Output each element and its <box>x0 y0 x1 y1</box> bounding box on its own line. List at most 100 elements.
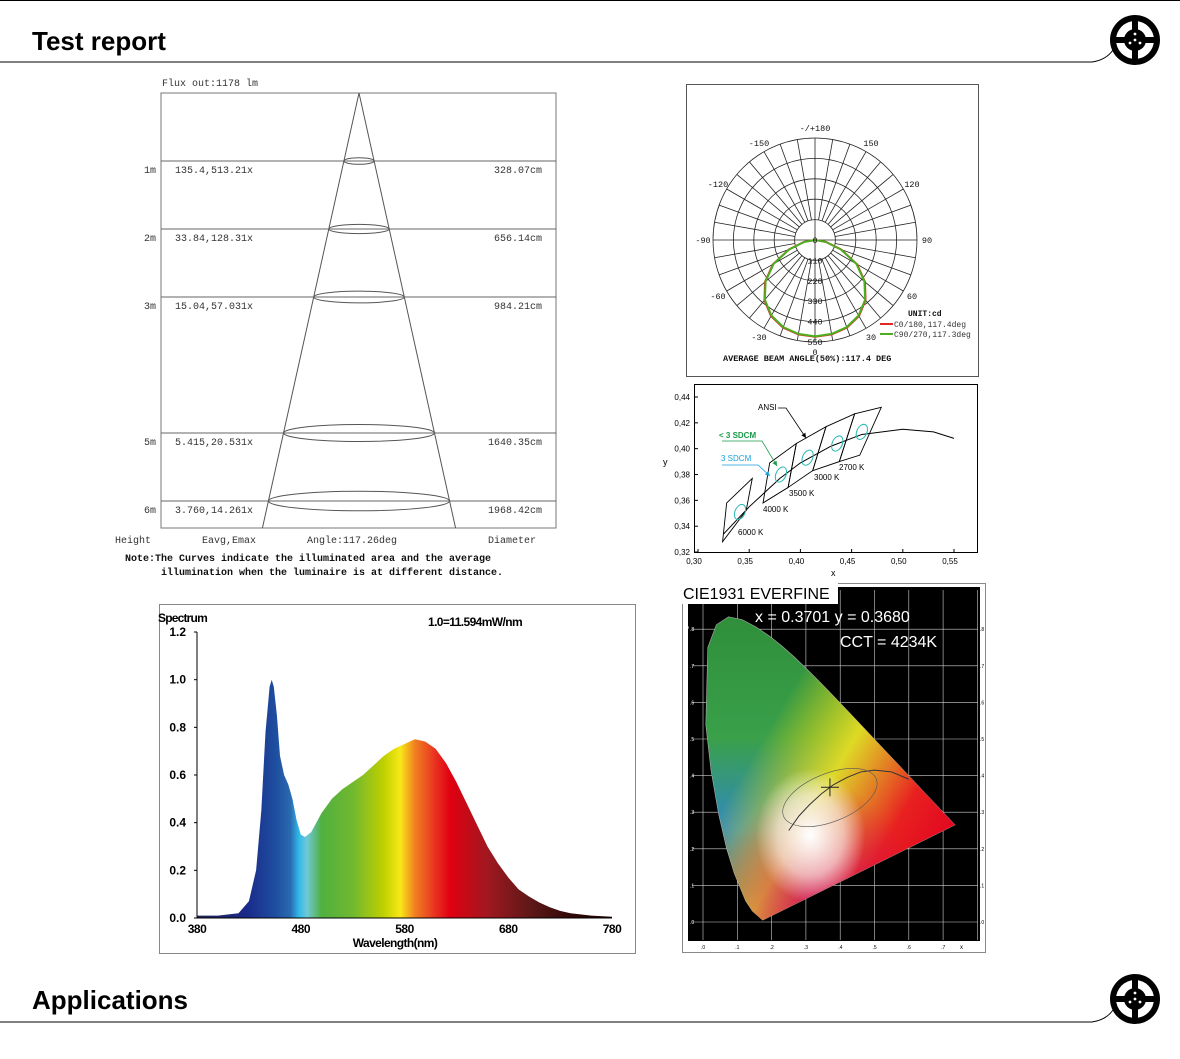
x-tick-label: 580 <box>395 922 414 936</box>
height-label: 2m <box>144 234 156 245</box>
cie-y-tick-label-right: .0 <box>980 920 984 926</box>
polar-angle-label: -150 <box>749 139 769 149</box>
beam-ellipse <box>313 290 405 304</box>
cct-readout: CCT = 4234K <box>840 634 937 651</box>
polar-spoke <box>779 259 809 336</box>
polar-spoke <box>818 260 834 341</box>
section-title-applications: Applications <box>32 985 189 1015</box>
x-tick-label: 780 <box>603 922 622 936</box>
wavelength-axis-title: Wavelength(nm) <box>353 936 438 950</box>
beam-angle-diagram: Flux out:1178 lm 1m 135.4,513.21x 328.07cm… <box>115 78 557 579</box>
y-tick-label: 0.0 <box>169 911 186 925</box>
reel-hole <box>1133 38 1137 42</box>
polar-ring-label: 440 <box>807 318 822 328</box>
section-title-test-report: Test report <box>32 26 166 56</box>
polar-ring-label: 110 <box>807 256 822 266</box>
polar-spoke <box>824 151 867 223</box>
cie-x-tick-label: .5 <box>873 945 877 951</box>
lt-3-sdcm-annotation: < 3 SDCM <box>719 431 756 440</box>
polar-ring-label: 330 <box>807 297 822 307</box>
height-column-label: Height <box>115 535 151 547</box>
reel-hole <box>1133 991 1137 995</box>
polar-angle-label: 0 <box>812 348 817 358</box>
reel-hole <box>1138 41 1142 45</box>
polar-angle-label: -90 <box>695 236 710 246</box>
cie-y-tick-label-right: .2 <box>980 847 984 853</box>
cie-y-tick-label: .2 <box>690 847 694 853</box>
diameter-column-label: Diameter <box>488 535 536 547</box>
cct-bin-label: 3500 K <box>789 489 815 498</box>
polar-spoke <box>796 260 812 341</box>
cie-y-tick-label: .1 <box>690 883 694 889</box>
y-tick-label: 0,36 <box>674 496 690 505</box>
polar-spoke <box>830 174 894 228</box>
height-label: 6m <box>144 506 156 517</box>
x-tick-label: 0,45 <box>840 557 856 566</box>
polar-spoke <box>763 151 806 223</box>
cct-bin-label: 3000 K <box>814 473 840 482</box>
polar-ring-label: 550 <box>807 338 822 348</box>
film-reel-logo-icon <box>1110 974 1160 1024</box>
note-line-2: illumination when the luminaire is at di… <box>161 567 503 579</box>
diameter-value: 1640.35cm <box>488 438 542 449</box>
x-tick-label: 680 <box>499 922 518 936</box>
cie-y-axis-title: y <box>686 626 689 632</box>
cie-y-tick-label-right: .6 <box>980 700 984 706</box>
illuminance-value: 5.415,20.531x <box>175 438 253 449</box>
cct-bin-label: 6000 K <box>738 528 764 537</box>
beam-ellipse <box>267 490 451 512</box>
beam-cone-edge <box>358 92 457 529</box>
cie-y-tick-label: .8 <box>690 627 694 633</box>
polar-angle-label: 150 <box>863 139 878 149</box>
cct-bin-label: 4000 K <box>763 505 789 514</box>
polar-frame <box>686 84 979 377</box>
x-tick-label: 0,40 <box>789 557 805 566</box>
cie-gamut-layer <box>705 616 955 921</box>
3-sdcm-annotation: 3 SDCM <box>721 454 752 463</box>
x-tick-label: 0,50 <box>891 557 907 566</box>
polar-spoke <box>834 204 911 234</box>
polar-spoke <box>835 243 916 259</box>
illuminance-value: 3.760,14.261x <box>175 506 253 517</box>
polar-angle-label: -120 <box>708 180 728 190</box>
x-axis-title: x <box>831 568 836 578</box>
cie-y-tick-label: .0 <box>690 920 694 926</box>
y-tick-label: 0,38 <box>674 471 690 480</box>
cie-x-tick-label: .0 <box>701 945 705 951</box>
cie-y-tick-label: .6 <box>690 700 694 706</box>
white-region-outline <box>782 768 878 827</box>
y-tick-label: 0.2 <box>169 863 186 877</box>
lt-3-sdcm-arrow <box>722 440 778 467</box>
beam-ellipse <box>283 424 435 442</box>
3-sdcm-arrow <box>722 464 771 477</box>
polar-spoke <box>726 249 798 292</box>
polar-spoke <box>827 255 881 319</box>
cie-x-tick-label: .1 <box>735 945 739 951</box>
film-reel-logo-icon <box>1110 15 1160 65</box>
polar-angle-label: 60 <box>907 292 917 302</box>
illuminance-value: 135.4,513.21x <box>175 166 253 177</box>
header-rule <box>0 49 1114 63</box>
sdcm-ellipse <box>774 466 788 483</box>
reel-hole <box>1138 1000 1142 1004</box>
chromaticity-readout: x = 0.3701 y = 0.3680 <box>755 609 910 626</box>
diameter-value: 656.14cm <box>494 234 542 245</box>
beam-angle-label: Angle:117.26deg <box>307 535 397 547</box>
sdcm-ellipse <box>801 449 814 466</box>
polar-spoke <box>714 221 795 237</box>
reel-hole <box>1128 41 1132 45</box>
ansi-quadrangle <box>721 477 753 544</box>
polar-spoke <box>779 144 809 221</box>
cie-y-tick-label-right: .4 <box>980 774 984 780</box>
y-tick-label: 0.6 <box>169 768 186 782</box>
polar-spoke <box>796 139 812 220</box>
polar-spoke <box>821 259 851 336</box>
cie-y-tick-label-right: .3 <box>980 810 984 816</box>
polar-spoke <box>834 246 911 276</box>
legend-c0: C0/180,117.4deg <box>894 321 966 330</box>
polar-spoke <box>719 204 796 234</box>
beam-cone-edge <box>261 92 360 529</box>
polar-spoke <box>835 221 916 237</box>
polar-ring-label: 220 <box>807 277 822 287</box>
